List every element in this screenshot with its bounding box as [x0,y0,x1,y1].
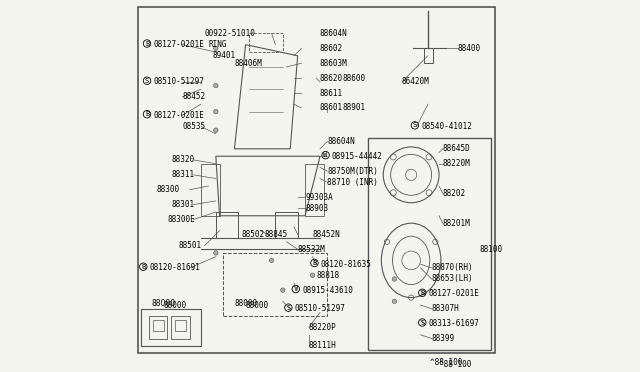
Circle shape [214,83,218,88]
Circle shape [392,299,397,304]
Text: 88602: 88602 [320,44,343,53]
Circle shape [214,46,218,51]
Text: 88201M: 88201M [443,219,470,228]
Text: 08915-44442: 08915-44442 [332,152,383,161]
Text: 88406M: 88406M [234,59,262,68]
Text: 88710 (INR): 88710 (INR) [328,178,378,187]
Text: 88603M: 88603M [320,59,348,68]
Text: S: S [420,320,424,326]
Circle shape [214,128,218,132]
Text: B: B [141,264,145,270]
Text: 08127-0201E: 08127-0201E [154,40,204,49]
Text: 00922-51010: 00922-51010 [205,29,255,38]
Text: 88399: 88399 [431,334,455,343]
Text: 88645D: 88645D [443,144,470,153]
Text: 08127-0201E: 08127-0201E [429,289,479,298]
Text: 88502: 88502 [242,230,265,239]
Text: 88301: 88301 [172,200,195,209]
Text: 88903: 88903 [305,204,328,213]
Text: 88300E: 88300E [168,215,195,224]
Text: 08313-61697: 08313-61697 [429,319,479,328]
Text: ^88 100: ^88 100 [439,360,472,369]
Text: 88000: 88000 [164,301,187,310]
Text: V: V [294,286,298,292]
Circle shape [392,277,397,281]
Text: 88818: 88818 [316,271,339,280]
Bar [223,253,328,316]
Text: 08510-51297: 08510-51297 [294,304,346,313]
Text: 99303A: 99303A [305,193,333,202]
Text: 89401: 89401 [212,51,236,60]
Text: 08540-41012: 08540-41012 [421,122,472,131]
Text: B: B [312,260,317,266]
Text: RING: RING [209,40,227,49]
Text: 88750M(DTR): 88750M(DTR) [328,167,378,176]
Bar [141,309,201,346]
Circle shape [214,109,218,114]
Text: 88870(RH): 88870(RH) [431,263,473,272]
Bar [305,164,324,216]
Text: 88111H: 88111H [309,341,337,350]
Circle shape [280,288,285,292]
Text: 88300: 88300 [156,185,179,194]
Circle shape [214,251,218,255]
Text: 88845: 88845 [264,230,287,239]
Bar [250,33,283,52]
Text: 88611: 88611 [320,89,343,97]
Bar [424,48,433,63]
Text: 88653(LH): 88653(LH) [431,275,473,283]
Bar [216,212,238,238]
Text: 08120-81635: 08120-81635 [321,260,372,269]
Text: 88400: 88400 [458,44,481,53]
Text: 88452N: 88452N [312,230,340,239]
Text: 88901: 88901 [342,103,365,112]
Text: 88311: 88311 [172,170,195,179]
Text: 88220M: 88220M [443,159,470,168]
Text: 88307H: 88307H [431,304,460,313]
Bar [201,164,220,216]
Text: B: B [145,111,149,117]
Text: 88600: 88600 [342,74,365,83]
Text: 86420M: 86420M [402,77,429,86]
Text: 88604N: 88604N [320,29,348,38]
Text: 88000: 88000 [246,301,269,310]
Circle shape [269,258,274,263]
Text: 88604N: 88604N [328,137,355,146]
Text: 88501: 88501 [179,241,202,250]
Text: W: W [323,152,328,158]
Text: 88452: 88452 [182,92,205,101]
Text: 08535: 08535 [182,122,205,131]
Text: 88220P: 88220P [309,323,337,332]
Text: 88532M: 88532M [298,245,325,254]
Text: 08127-0201E: 08127-0201E [154,111,204,120]
Bar [275,212,298,238]
Text: S: S [413,122,417,128]
Text: B: B [420,290,424,296]
Bar [172,316,190,339]
Text: 88601: 88601 [320,103,343,112]
Text: S: S [286,305,291,311]
Text: 88000: 88000 [234,299,257,308]
Bar [175,320,186,331]
Text: 88620: 88620 [320,74,343,83]
Bar [369,138,491,350]
Text: 08510-51297: 08510-51297 [154,77,204,86]
Text: ^88 100: ^88 100 [430,358,463,367]
Text: 08120-81691: 08120-81691 [150,263,200,272]
Text: S: S [145,78,149,84]
Text: 88000: 88000 [152,299,176,308]
Text: 88100: 88100 [480,245,503,254]
Circle shape [310,273,315,278]
Text: B: B [145,41,149,46]
Text: 88202: 88202 [443,189,466,198]
Text: 88320: 88320 [172,155,195,164]
Text: 08915-43610: 08915-43610 [302,286,353,295]
Bar [149,316,168,339]
Bar [152,320,164,331]
